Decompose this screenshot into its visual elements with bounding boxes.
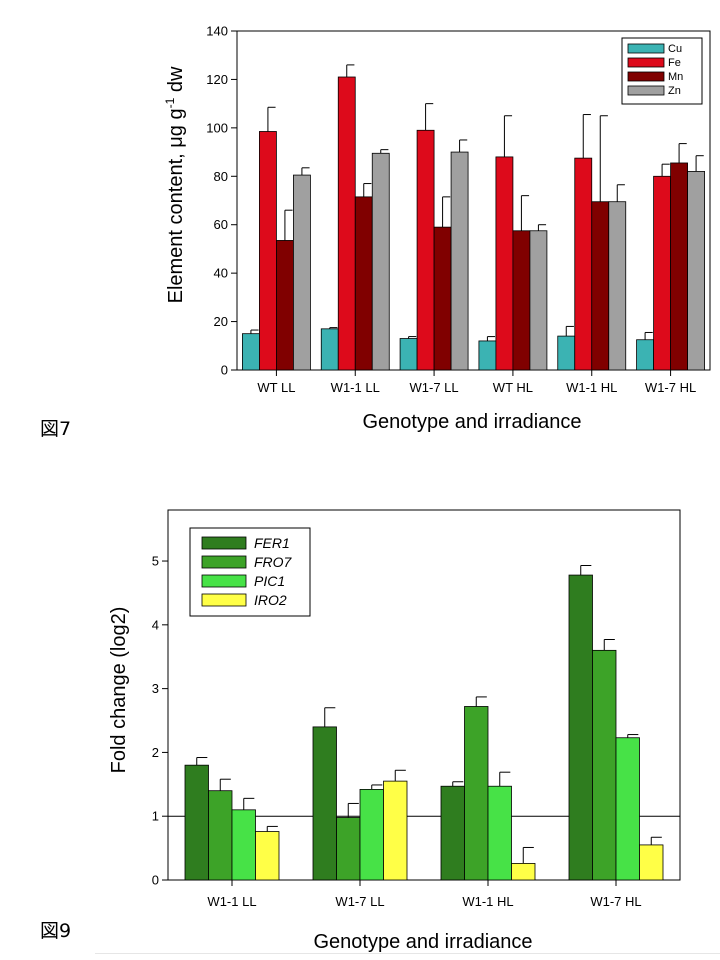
chart2-category-label: W1-7 LL — [335, 894, 384, 909]
chart2-y-tick-label: 1 — [152, 809, 159, 824]
chart2-bar-fer1 — [312, 726, 337, 881]
chart1-bar-zn — [608, 201, 627, 371]
chart2-legend-label: FER1 — [254, 535, 290, 551]
chart1-bar-fe — [416, 129, 435, 371]
chart1-y-axis-title: Element content, μg g-1 dw — [163, 66, 187, 303]
chart2-y-axis-title: Fold change (log2) — [108, 607, 130, 774]
chart2-legend-label: PIC1 — [254, 573, 285, 589]
chart1-y-tick-label: 80 — [214, 169, 228, 184]
chart1-bar-mn — [433, 226, 452, 371]
chart2-bar-fro7 — [592, 649, 617, 881]
chart1-category-label: W1-1 LL — [331, 380, 380, 395]
chart1-legend-swatch — [627, 71, 665, 82]
element-content-chart: Genotype and irradiance Element content,… — [163, 24, 711, 433]
chart1-y-tick-label: 40 — [214, 266, 228, 281]
chart1-y-tick-label: 120 — [206, 72, 228, 87]
chart1-bar-cu — [320, 328, 339, 371]
chart1-category-label: WT LL — [257, 380, 295, 395]
chart2-bar-fer1 — [440, 785, 465, 881]
chart2-y-tick-label: 5 — [152, 554, 159, 569]
chart1-category-label: W1-7 LL — [410, 380, 459, 395]
chart1-y-tick-label: 140 — [206, 24, 228, 39]
chart1-y-tick-label: 20 — [214, 314, 228, 329]
chart1-bar-zn — [450, 151, 469, 371]
chart1-category-label: W1-1 HL — [566, 380, 617, 395]
chart2-y-tick-label: 2 — [152, 745, 159, 760]
chart2-bar-iro2 — [383, 780, 408, 881]
chart2-plot-area: 0 1 2 3 4 5 W1-1 LL W1-7 LL W1-1 HL W1-7 HL FER1 FR… — [152, 509, 681, 909]
chart2-bar-fer1 — [568, 574, 593, 881]
chart1-bar-mn — [354, 196, 373, 371]
chart1-y-tick-label: 0 — [221, 363, 228, 378]
chart1-bar-zn — [687, 171, 705, 371]
chart2-bar-iro2 — [511, 863, 536, 881]
chart1-category-label: W1-7 HL — [645, 380, 696, 395]
chart2-bar-iro2 — [639, 844, 664, 881]
chart2-bar-fro7 — [336, 817, 361, 881]
chart1-bar-zn — [293, 174, 311, 371]
chart1-bar-fe — [495, 156, 514, 371]
chart2-frame — [167, 509, 681, 881]
chart1-y-tick-label: 100 — [206, 120, 228, 135]
chart1-plot-area: 0 20 40 60 80 100 120 140 WT LL W1-1 LL W1-7 LL WT … — [206, 24, 711, 395]
chart1-legend: Cu Fe Mn Zn — [621, 37, 703, 105]
chart2-category-label: W1-7 HL — [590, 894, 641, 909]
chart1-bar-fe — [337, 76, 356, 371]
chart2-legend-label: FRO7 — [254, 554, 293, 570]
chart1-bar-fe — [653, 175, 671, 371]
chart1-bar-cu — [557, 335, 576, 371]
chart2-bar-pic1 — [615, 737, 640, 881]
chart2-legend-label: IRO2 — [254, 592, 287, 608]
figure-9-label: 図9 — [40, 920, 72, 942]
chart2-y-tick-label: 3 — [152, 681, 159, 696]
chart2-bar-fer1 — [184, 764, 209, 881]
figure-7-label: 図7 — [40, 418, 72, 440]
chart1-bar-zn — [529, 230, 548, 371]
chart1-legend-label: Zn — [668, 85, 681, 97]
chart1-category-label: WT HL — [493, 380, 533, 395]
chart1-bar-cu — [478, 340, 497, 371]
chart1-legend-label: Cu — [668, 43, 682, 55]
chart1-legend-swatch — [627, 43, 665, 54]
chart2-category-label: W1-1 HL — [462, 894, 513, 909]
chart1-frame — [236, 30, 711, 371]
chart2-y-tick-label: 4 — [152, 617, 159, 632]
bottom-divider — [95, 953, 720, 954]
chart2-bar-iro2 — [255, 831, 280, 881]
chart1-bar-zn — [371, 152, 390, 371]
chart1-legend-label: Fe — [668, 57, 681, 69]
chart1-bar-cu — [242, 333, 260, 371]
fold-change-chart: Genotype and irradiance Fold change (log… — [108, 509, 681, 953]
chart1-bar-mn — [512, 230, 531, 371]
chart2-legend-swatch — [201, 593, 247, 607]
chart1-y-tick-label: 60 — [214, 217, 228, 232]
chart2-legend-swatch — [201, 574, 247, 588]
chart1-bar-cu — [399, 338, 418, 371]
chart2-bar-pic1 — [231, 809, 256, 881]
chart1-bar-mn — [670, 162, 688, 371]
chart1-bar-fe — [574, 157, 593, 371]
chart2-bar-fro7 — [464, 706, 489, 881]
chart2-x-axis-title: Genotype and irradiance — [313, 931, 532, 953]
chart1-legend-swatch — [627, 85, 665, 96]
chart2-legend-swatch — [201, 536, 247, 550]
chart1-bar-mn — [276, 240, 294, 371]
chart2-legend: FER1 FRO7 PIC1 IRO2 — [189, 527, 311, 617]
chart2-y-tick-label: 0 — [152, 873, 159, 888]
chart1-legend-label: Mn — [668, 71, 683, 83]
chart1-bar-fe — [259, 131, 277, 371]
chart2-bar-pic1 — [487, 785, 512, 881]
chart2-bar-pic1 — [359, 789, 384, 881]
chart2-category-label: W1-1 LL — [207, 894, 256, 909]
chart2-bar-fro7 — [208, 790, 233, 881]
chart2-legend-swatch — [201, 555, 247, 569]
chart1-x-axis-title: Genotype and irradiance — [362, 411, 581, 433]
chart1-legend-swatch — [627, 57, 665, 68]
chart1-bar-mn — [591, 201, 610, 371]
chart1-bar-cu — [636, 339, 654, 371]
